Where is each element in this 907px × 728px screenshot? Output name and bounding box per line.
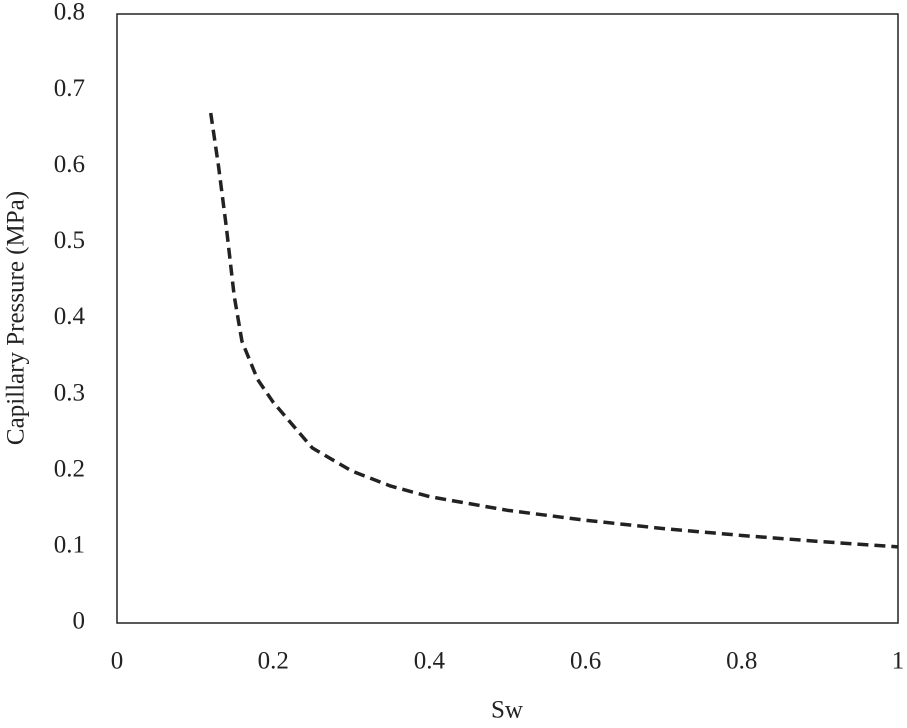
plot-frame <box>116 13 899 624</box>
x-axis-label: Sw <box>491 697 523 724</box>
y-tick-label: 0 <box>73 608 86 635</box>
x-tick-label: 1 <box>892 648 905 675</box>
y-tick-label: 0.7 <box>54 75 85 102</box>
y-tick-label: 0.5 <box>54 227 85 254</box>
x-tick-label: 0.8 <box>726 648 757 675</box>
y-tick-label: 0.1 <box>54 532 85 559</box>
y-tick-label: 0.6 <box>54 151 85 178</box>
y-axis-label: Capillary Pressure (MPa) <box>3 191 30 445</box>
y-tick-label: 0.3 <box>54 379 85 406</box>
y-tick-label: 0.4 <box>54 303 86 330</box>
x-tick-label: 0.2 <box>258 648 289 675</box>
x-tick-label: 0.6 <box>570 648 601 675</box>
y-tick-label: 0.8 <box>54 0 85 26</box>
y-tick-label: 0.2 <box>54 455 85 482</box>
x-tick-label: 0 <box>111 648 124 675</box>
x-tick-label: 0.4 <box>414 648 446 675</box>
data-line <box>208 112 899 549</box>
